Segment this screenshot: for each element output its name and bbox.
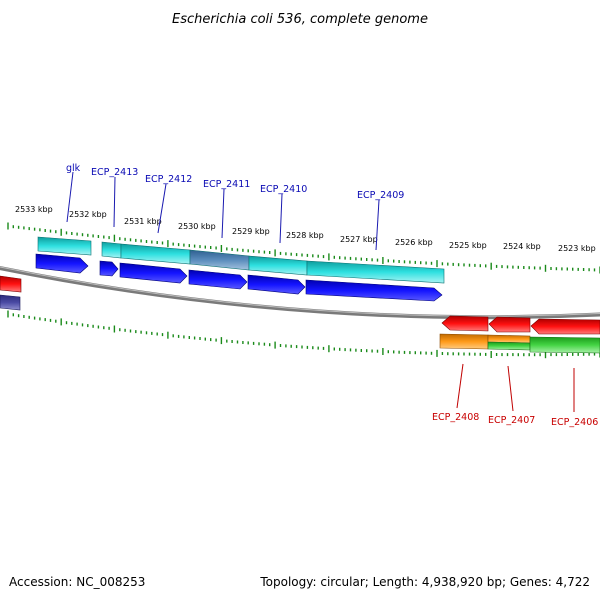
kbp-label: 2532 kbp: [69, 210, 107, 219]
gene-label-ecp-2409[interactable]: ECP_2409: [357, 190, 404, 201]
gene-bar-ecp-2413[interactable]: [102, 242, 121, 258]
gene-bar-ecp-2407-b[interactable]: [488, 342, 530, 350]
forward-gene-labels: glk ECP_2413 ECP_2412 ECP_2411 ECP_2410 …: [66, 163, 404, 201]
kbp-label: 2523 kbp: [558, 244, 596, 253]
cds-arrow-ecp-2408[interactable]: [442, 316, 488, 331]
gene-label-ecp-2413[interactable]: ECP_2413: [91, 167, 138, 178]
left-edge-genes: [0, 276, 21, 310]
kbp-label: 2524 kbp: [503, 242, 541, 251]
cds-arrow-ecp-2412[interactable]: [120, 263, 187, 283]
cds-arrow-ecp-2410[interactable]: [248, 275, 305, 294]
gene-label-ecp-2411[interactable]: ECP_2411: [203, 179, 250, 190]
cds-arrow-glk[interactable]: [36, 254, 88, 273]
kbp-label: 2531 kbp: [124, 217, 162, 226]
gene-label-ecp-2407[interactable]: ECP_2407: [488, 415, 535, 426]
kbp-label: 2533 kbp: [15, 205, 53, 214]
topology-text: Topology: circular; Length: 4,938,920 bp…: [260, 575, 590, 589]
gene-label-glk[interactable]: glk: [66, 163, 81, 174]
genome-map: Escherichia coli 536, complete genome 25…: [0, 0, 600, 600]
gene-bar-ecp-2408[interactable]: [440, 334, 488, 349]
gene-bar-ecp-2410[interactable]: [249, 256, 307, 275]
kbp-label: 2525 kbp: [449, 241, 487, 250]
gene-bar-ecp-2406[interactable]: [530, 337, 600, 353]
cds-arrow-ecp-2411[interactable]: [189, 270, 247, 289]
reverse-cds-track: [442, 316, 600, 334]
reverse-gene-labels: ECP_2408 ECP_2407 ECP_2406: [432, 412, 598, 428]
gene-bar-left-navy[interactable]: [0, 295, 20, 310]
kbp-label: 2527 kbp: [340, 235, 378, 244]
gene-bar-ecp-2407-a[interactable]: [488, 335, 530, 343]
gene-bar-ecp-2412[interactable]: [121, 244, 190, 264]
cds-arrow-ecp-2409[interactable]: [306, 280, 442, 301]
gene-label-ecp-2406[interactable]: ECP_2406: [551, 417, 598, 428]
accession-text: Accession: NC_008253: [9, 575, 145, 589]
gene-bar-left-red[interactable]: [0, 276, 21, 292]
kbp-label: 2530 kbp: [178, 222, 216, 231]
gene-label-ecp-2410[interactable]: ECP_2410: [260, 184, 307, 195]
cds-arrow-ecp-2413[interactable]: [100, 261, 118, 276]
gene-label-ecp-2408[interactable]: ECP_2408: [432, 412, 479, 423]
cds-arrow-ecp-2407[interactable]: [489, 317, 530, 332]
kbp-label: 2528 kbp: [286, 231, 324, 240]
gene-label-ecp-2412[interactable]: ECP_2412: [145, 174, 192, 185]
gene-bar-glk[interactable]: [38, 237, 91, 255]
cds-arrow-ecp-2406[interactable]: [531, 319, 600, 334]
gene-bar-ecp-2409[interactable]: [307, 261, 444, 283]
kbp-label: 2526 kbp: [395, 238, 433, 247]
reverse-gene-track: [440, 334, 600, 353]
reverse-leaders: [457, 364, 574, 412]
gene-bar-ecp-2411[interactable]: [190, 250, 249, 270]
map-title: Escherichia coli 536, complete genome: [172, 12, 428, 27]
kbp-label: 2529 kbp: [232, 227, 270, 236]
